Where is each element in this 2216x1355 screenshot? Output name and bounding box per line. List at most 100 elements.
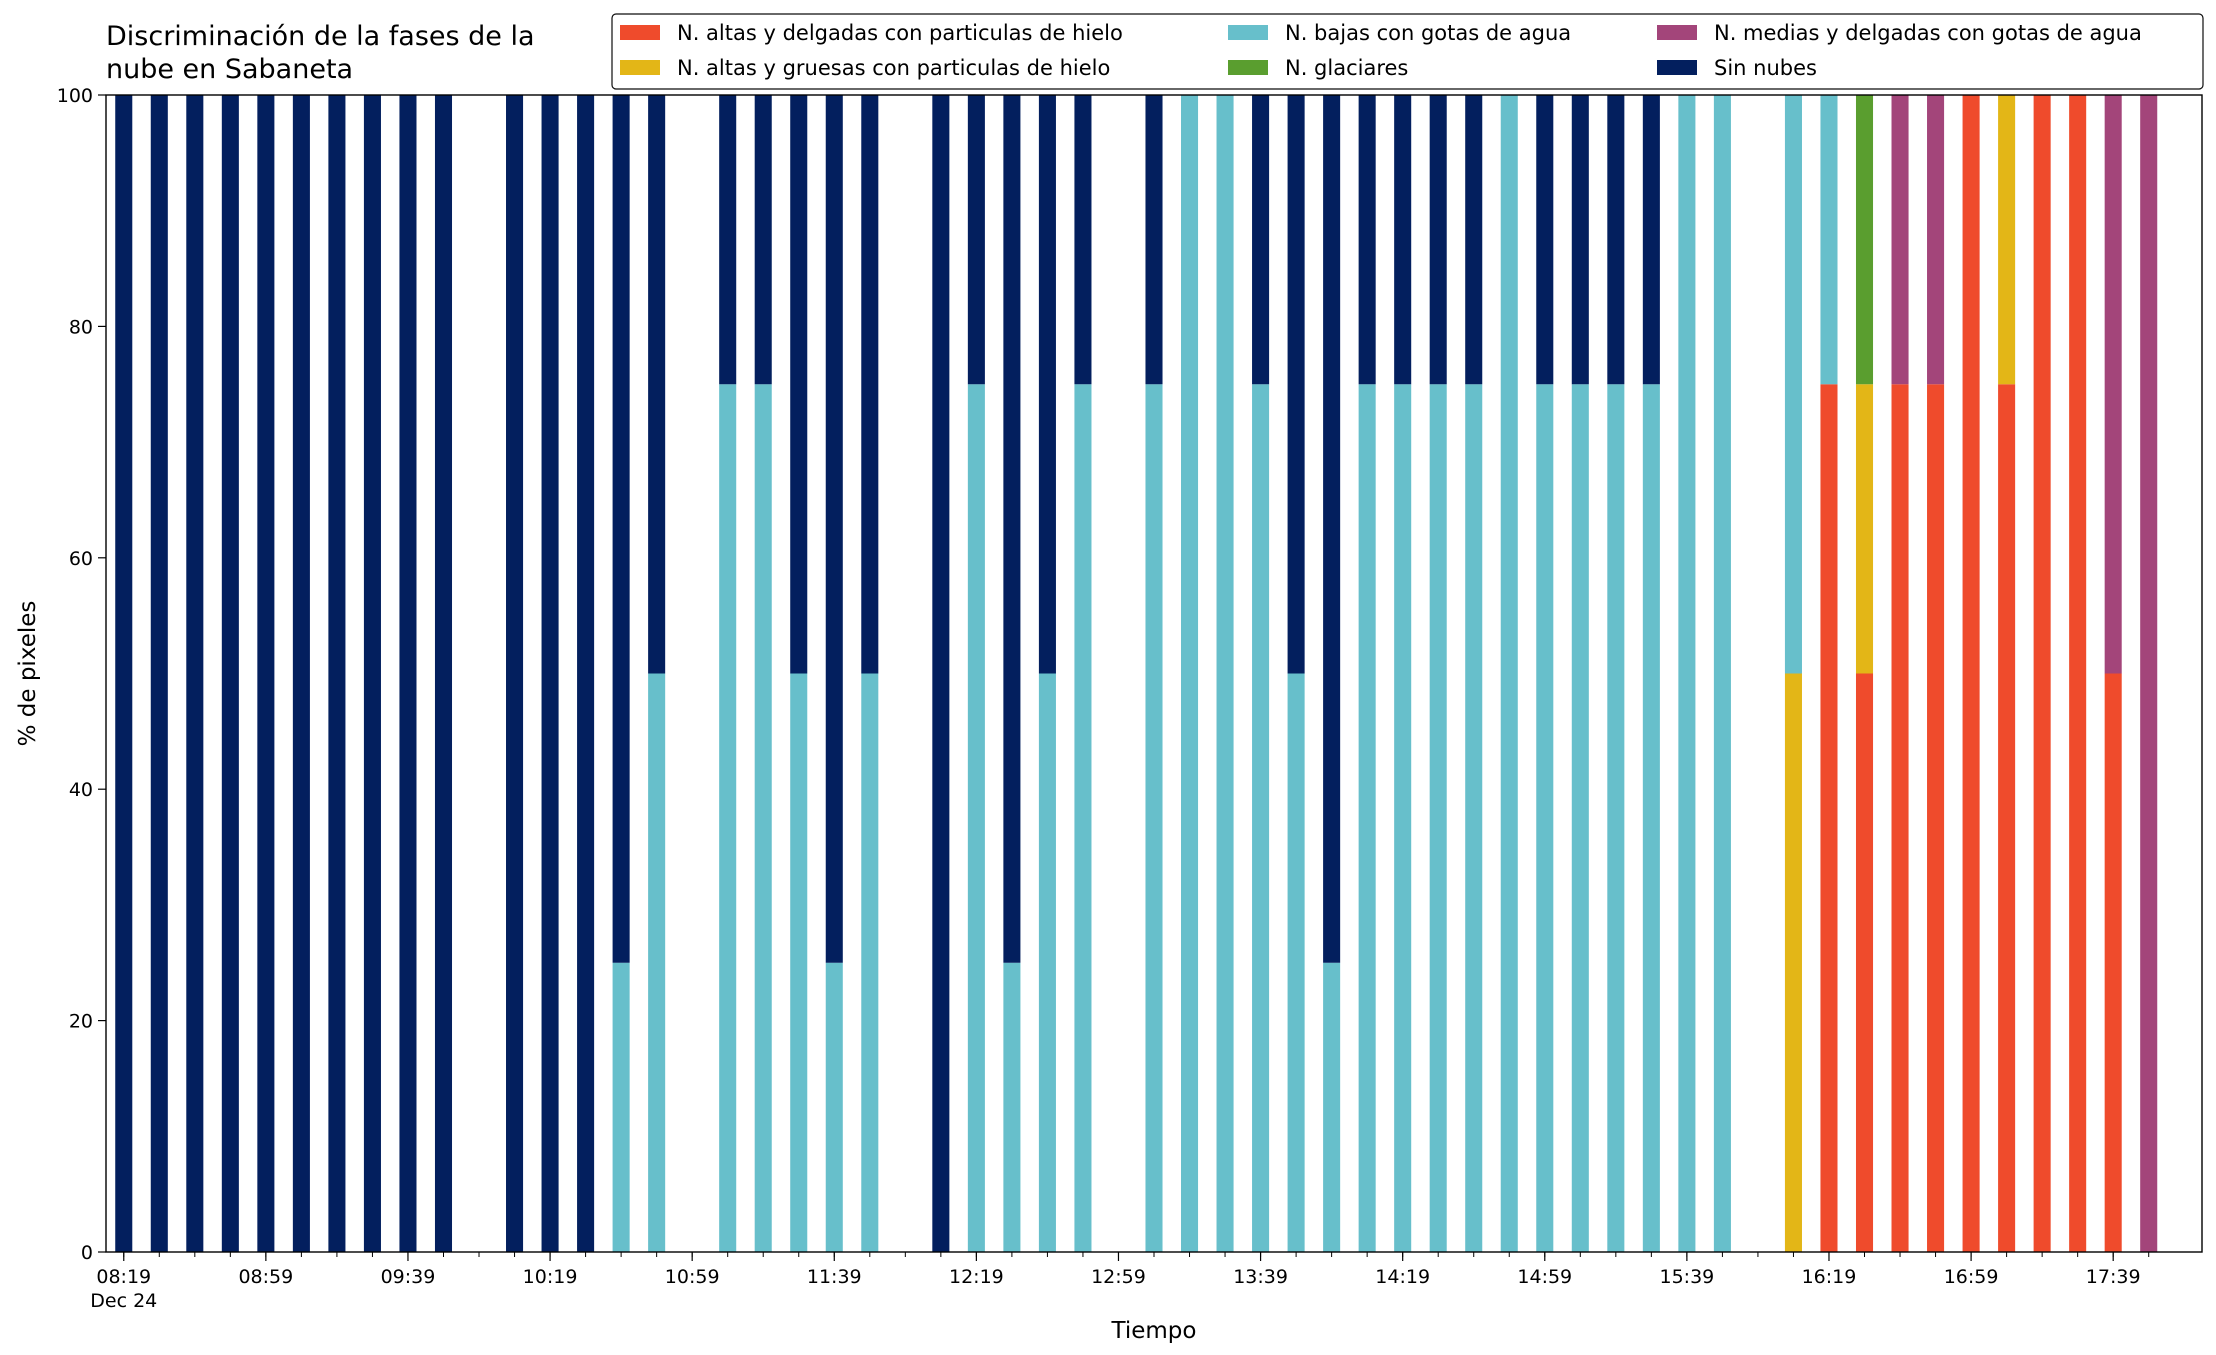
bar-segment: [1927, 95, 1945, 385]
bar-segment: [1642, 384, 1660, 1252]
x-tick-label: 14:59: [1517, 1266, 1572, 1288]
x-tick-label: 14:19: [1375, 1266, 1430, 1288]
bar-segment: [1855, 384, 1874, 674]
bar-segment: [861, 95, 879, 674]
legend-label: N. altas y delgadas con particulas de hi…: [677, 21, 1123, 45]
y-tick-label: 100: [57, 85, 93, 107]
x-tick-label: 15:39: [1659, 1266, 1714, 1288]
bar-segment: [825, 95, 843, 963]
bar-segment: [790, 673, 808, 1252]
bar-segment: [150, 95, 168, 1252]
bar-segment: [1820, 384, 1838, 1252]
bar-segment: [1713, 95, 1731, 1252]
y-tick-label: 20: [69, 1011, 93, 1033]
bar-segment: [648, 95, 666, 674]
bar-segment: [861, 673, 879, 1252]
bar-segment: [1784, 95, 1802, 674]
chart-title: Discriminación de la fases de la nube en…: [106, 21, 535, 85]
x-tick-label: 12:59: [1091, 1266, 1146, 1288]
bar-segment: [1287, 673, 1305, 1252]
bar-segment: [932, 95, 950, 1252]
bar-segment: [541, 95, 559, 1252]
bar-segment: [221, 95, 239, 1252]
x-axis-label: Tiempo: [1111, 1318, 1197, 1344]
x-tick-label: 10:59: [665, 1266, 720, 1288]
bar-segment: [2104, 95, 2122, 674]
bar-segment: [2033, 95, 2051, 1252]
bar-segment: [790, 95, 808, 674]
bar-segment: [1038, 673, 1056, 1252]
bar-segment: [506, 95, 524, 1252]
bar-segment: [2069, 95, 2087, 1252]
x-tick-label: 16:19: [1802, 1266, 1857, 1288]
bar-segment: [1891, 95, 1909, 385]
bar-segment: [1571, 384, 1589, 1252]
x-tick-label: 09:39: [381, 1266, 436, 1288]
bar-segment: [1038, 95, 1056, 674]
bar-segment: [1145, 384, 1163, 1252]
legend-swatch: [620, 60, 660, 75]
x-tick-label: 08:59: [238, 1266, 293, 1288]
x-tick-label: 11:39: [807, 1266, 862, 1288]
bar-segment: [1536, 95, 1554, 385]
bar-segment: [1465, 384, 1483, 1252]
bar-segment: [1003, 95, 1021, 963]
x-tick-label: 10:19: [523, 1266, 578, 1288]
bar-segment: [648, 673, 666, 1252]
bar-segment: [1216, 95, 1234, 1252]
bar-segment: [825, 962, 843, 1252]
x-tick-label: 08:19: [96, 1266, 151, 1288]
bar-segment: [1287, 95, 1305, 674]
legend-swatch: [620, 25, 660, 40]
bar-segment: [754, 95, 772, 385]
legend-label: N. glaciares: [1285, 56, 1408, 80]
legend-label: Sin nubes: [1714, 56, 1817, 80]
legend-box: [611, 13, 2204, 90]
bar-segment: [186, 95, 204, 1252]
bar-segment: [1855, 673, 1874, 1252]
y-axis-label: % de pixeles: [15, 601, 41, 747]
legend-swatch: [1228, 25, 1268, 40]
y-tick-label: 60: [69, 548, 93, 570]
bar-segment: [719, 384, 737, 1252]
bar-segment: [257, 95, 275, 1252]
bar-segment: [1074, 384, 1092, 1252]
bar-segment: [1820, 95, 1838, 385]
bar-segment: [754, 384, 772, 1252]
bar-segment: [1358, 384, 1376, 1252]
bar-segment: [2140, 95, 2158, 1252]
bar-segment: [1536, 384, 1554, 1252]
x-tick-label: 17:39: [2086, 1266, 2141, 1288]
bar-segment: [1784, 673, 1802, 1252]
y-tick-label: 80: [69, 316, 93, 338]
bar-segment: [967, 95, 985, 385]
y-tick-label: 40: [69, 779, 93, 801]
legend-swatch: [1657, 60, 1697, 75]
x-tick-label: 16:59: [1944, 1266, 1999, 1288]
bar-segment: [1429, 95, 1447, 385]
bar-segment: [1323, 95, 1341, 963]
bar-segment: [1998, 384, 2016, 1252]
bar-segment: [1252, 384, 1270, 1252]
bar-segment: [719, 95, 737, 385]
x-tick-label: 13:39: [1233, 1266, 1288, 1288]
bar-segment: [1891, 384, 1909, 1252]
bar-segment: [1927, 384, 1945, 1252]
bar-segment: [1003, 962, 1021, 1252]
bar-segment: [1252, 95, 1270, 385]
bar-segment: [1465, 95, 1483, 385]
bar-segment: [1607, 384, 1625, 1252]
legend-label: N. altas y gruesas con particulas de hie…: [677, 56, 1110, 80]
bar-segment: [967, 384, 985, 1252]
bar-segment: [1429, 384, 1447, 1252]
bar-segment: [1394, 384, 1412, 1252]
bar-segment: [328, 95, 346, 1252]
bar-segment: [577, 95, 595, 1252]
bar-segment: [1998, 95, 2016, 385]
bar-segment: [1571, 95, 1589, 385]
bar-segment: [363, 95, 381, 1252]
legend-label: N. bajas con gotas de agua: [1285, 21, 1571, 45]
bar-segment: [1358, 95, 1376, 385]
